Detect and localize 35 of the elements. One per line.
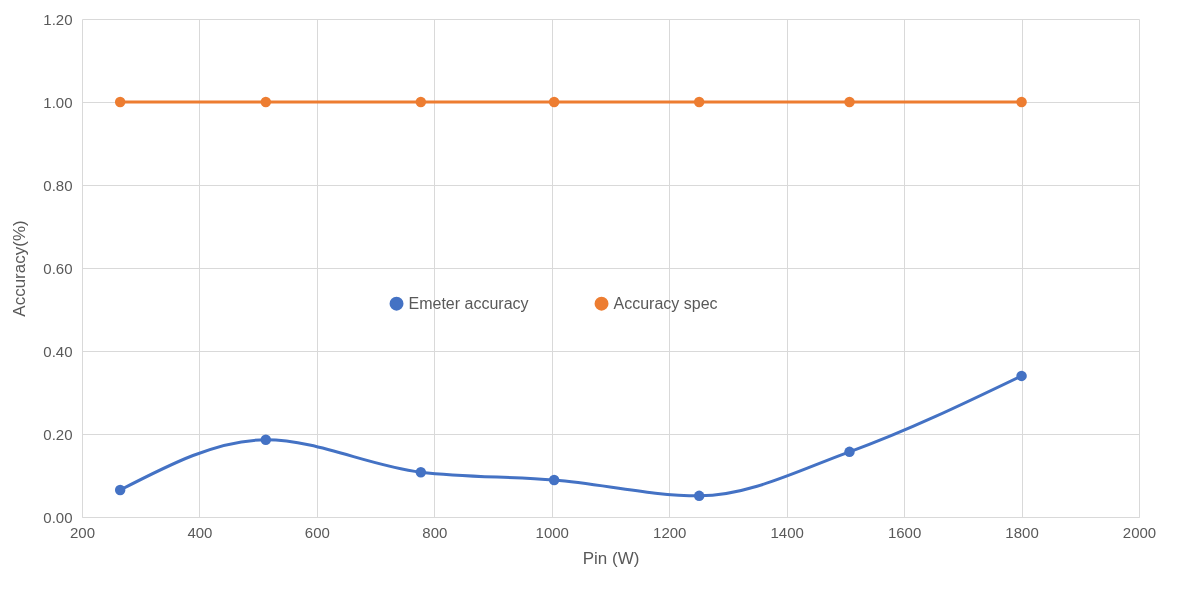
x-tick-label: 1600 [887,523,922,541]
x-tick-label: 400 [187,523,213,541]
x-tick-label: 800 [422,523,448,541]
point [693,96,705,108]
point [548,96,560,108]
point [260,96,272,108]
y-tick-label: 0.00 [43,508,73,526]
point [844,446,855,458]
y-tick-label: 1.00 [43,93,73,111]
x-tick-label: 200 [69,523,96,541]
legend-label: Emeter accuracy [408,294,529,312]
point [415,96,427,108]
x-tick-label: 1000 [535,523,569,541]
x-tick-label: 1400 [770,523,804,541]
point [260,434,272,446]
x-tick-label: 600 [304,523,330,541]
point [114,96,126,108]
point [1016,370,1027,382]
x-tick-label: 1200 [653,523,687,541]
point [415,466,427,478]
point [548,474,560,486]
x-tick-label: 1800 [1005,523,1039,541]
y-axis-title: Accuracy(%) [10,220,30,317]
point [844,96,855,108]
point [114,484,126,496]
y-tick-label: 1.20 [43,10,73,28]
x-tick-label: 2000 [1122,523,1157,541]
y-tick-label: 0.80 [43,176,73,194]
y-tick-label: 0.60 [43,259,73,277]
x-axis-title: Pin (W) [582,548,640,568]
y-tick-label: 0.40 [43,342,73,360]
legend-label: Accuracy spec [613,294,718,312]
y-tick-label: 0.20 [43,425,73,443]
point [693,490,705,502]
point [1016,96,1027,108]
